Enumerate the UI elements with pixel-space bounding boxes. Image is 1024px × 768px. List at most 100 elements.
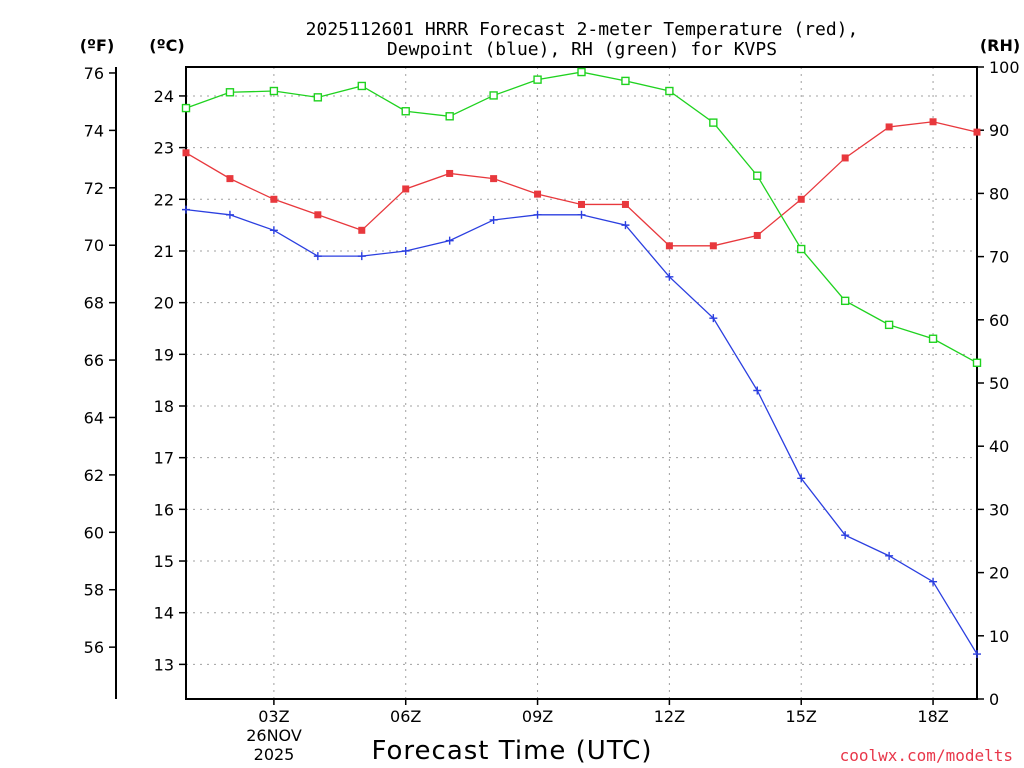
temperature-point	[709, 242, 717, 250]
dewpoint-point	[665, 272, 674, 281]
celsius-tick-label: 23	[154, 139, 174, 158]
fahrenheit-tick-label: 66	[84, 351, 104, 370]
dewpoint-point	[269, 226, 278, 235]
temperature-point	[446, 169, 454, 177]
rh-point	[884, 320, 894, 330]
unit-label-rh: (RH)	[980, 36, 1020, 55]
x-axis-title: Forecast Time (UTC)	[371, 736, 652, 766]
fahrenheit-tick-label: 76	[84, 64, 104, 83]
fahrenheit-tick-label: 58	[84, 581, 104, 600]
rh-point	[753, 171, 762, 180]
dewpoint-line	[185, 208, 978, 655]
rh-point	[840, 296, 850, 306]
gridlines	[186, 67, 977, 699]
unit-label-celsius: (ºC)	[149, 36, 184, 55]
rh-point	[665, 86, 674, 96]
x-tick-label: 15Z	[786, 707, 817, 726]
dewpoint-point	[401, 246, 410, 255]
dewpoint-point	[841, 531, 850, 540]
rh-tick-label: 40	[989, 437, 1009, 456]
rh-series	[181, 67, 982, 367]
fahrenheit-tick-label: 60	[84, 523, 104, 542]
celsius-tick-label: 20	[154, 294, 174, 313]
temperature-point	[226, 175, 234, 183]
fahrenheit-tick-label: 70	[84, 236, 104, 255]
dewpoint-point	[973, 650, 981, 659]
fahrenheit-tick-label: 68	[84, 294, 104, 313]
x-tick-label: 09Z	[522, 707, 553, 726]
rh-point	[313, 93, 323, 102]
temperature-series	[182, 118, 981, 250]
chart-title-line1: 2025112601 HRRR Forecast 2-meter Tempera…	[306, 19, 859, 40]
fahrenheit-tick-label: 56	[84, 638, 104, 657]
dewpoint-point	[753, 386, 762, 395]
temperature-line	[185, 121, 978, 247]
dewpoint-point	[225, 210, 234, 219]
dewpoint-point	[929, 577, 938, 586]
axes	[109, 66, 984, 705]
chart-title-line2: Dewpoint (blue), RH (green) for KVPS	[387, 39, 777, 60]
celsius-tick-label: 16	[154, 500, 174, 519]
credit-link[interactable]: coolwx.com/modelts	[840, 746, 1013, 765]
dewpoint-point	[182, 205, 190, 214]
rh-tick-label: 70	[989, 248, 1009, 267]
dewpoint-point	[533, 210, 542, 219]
temperature-point	[358, 226, 366, 234]
temperature-point	[578, 200, 585, 208]
temperature-point	[797, 195, 805, 203]
dewpoint-series	[182, 205, 981, 659]
celsius-tick-label: 17	[154, 449, 174, 468]
celsius-tick-label: 24	[154, 87, 174, 106]
fahrenheit-tick-label: 62	[84, 466, 104, 485]
temperature-point	[885, 123, 893, 131]
rh-point	[225, 88, 235, 97]
rh-point	[577, 67, 586, 77]
dewpoint-point	[885, 551, 894, 560]
dewpoint-point	[577, 210, 586, 219]
celsius-tick-label: 19	[154, 345, 174, 364]
temperature-point	[490, 175, 498, 183]
dewpoint-point	[445, 236, 454, 245]
rh-tick-label: 0	[989, 690, 999, 709]
rh-point	[533, 75, 542, 84]
rh-tick-label: 20	[989, 564, 1009, 583]
fahrenheit-tick-label: 74	[84, 121, 104, 140]
temperature-point	[270, 195, 278, 203]
rh-point	[357, 81, 366, 91]
dewpoint-point	[357, 252, 366, 261]
rh-tick-label: 90	[989, 121, 1009, 140]
dewpoint-point	[709, 314, 718, 323]
rh-tick-label: 60	[989, 311, 1009, 330]
rh-tick-label: 80	[989, 184, 1009, 203]
rh-point	[972, 358, 982, 367]
dewpoint-point	[621, 221, 630, 230]
tick-labels: 13 14 15 16 17 18 19 20 21 22 23 24 56 58 60 62 64 66 68 70…	[84, 58, 1020, 726]
rh-tick-label: 30	[989, 500, 1009, 519]
temperature-point	[753, 231, 761, 239]
fahrenheit-tick-label: 72	[84, 179, 104, 198]
x-tick-label: 06Z	[390, 707, 421, 726]
celsius-tick-label: 15	[154, 552, 174, 571]
temperature-point	[534, 190, 542, 198]
date-year-label: 2025	[254, 745, 295, 764]
celsius-tick-label: 18	[154, 397, 174, 416]
celsius-tick-label: 21	[154, 242, 174, 261]
rh-tick-label: 100	[989, 58, 1020, 77]
temperature-point	[841, 154, 849, 162]
rh-point	[928, 334, 938, 343]
celsius-tick-label: 13	[154, 655, 174, 674]
celsius-tick-label: 22	[154, 190, 174, 209]
rh-point	[709, 118, 718, 127]
rh-point	[797, 244, 806, 254]
x-tick-label: 03Z	[258, 707, 289, 726]
x-tick-label: 18Z	[917, 707, 948, 726]
unit-label-fahrenheit: (ºF)	[80, 36, 115, 55]
dewpoint-point	[489, 215, 498, 224]
rh-tick-label: 50	[989, 374, 1009, 393]
rh-point	[401, 107, 410, 116]
temperature-point	[314, 211, 322, 219]
fahrenheit-tick-label: 64	[84, 408, 104, 427]
date-day-label: 26NOV	[246, 726, 302, 745]
temperature-point	[182, 149, 190, 157]
